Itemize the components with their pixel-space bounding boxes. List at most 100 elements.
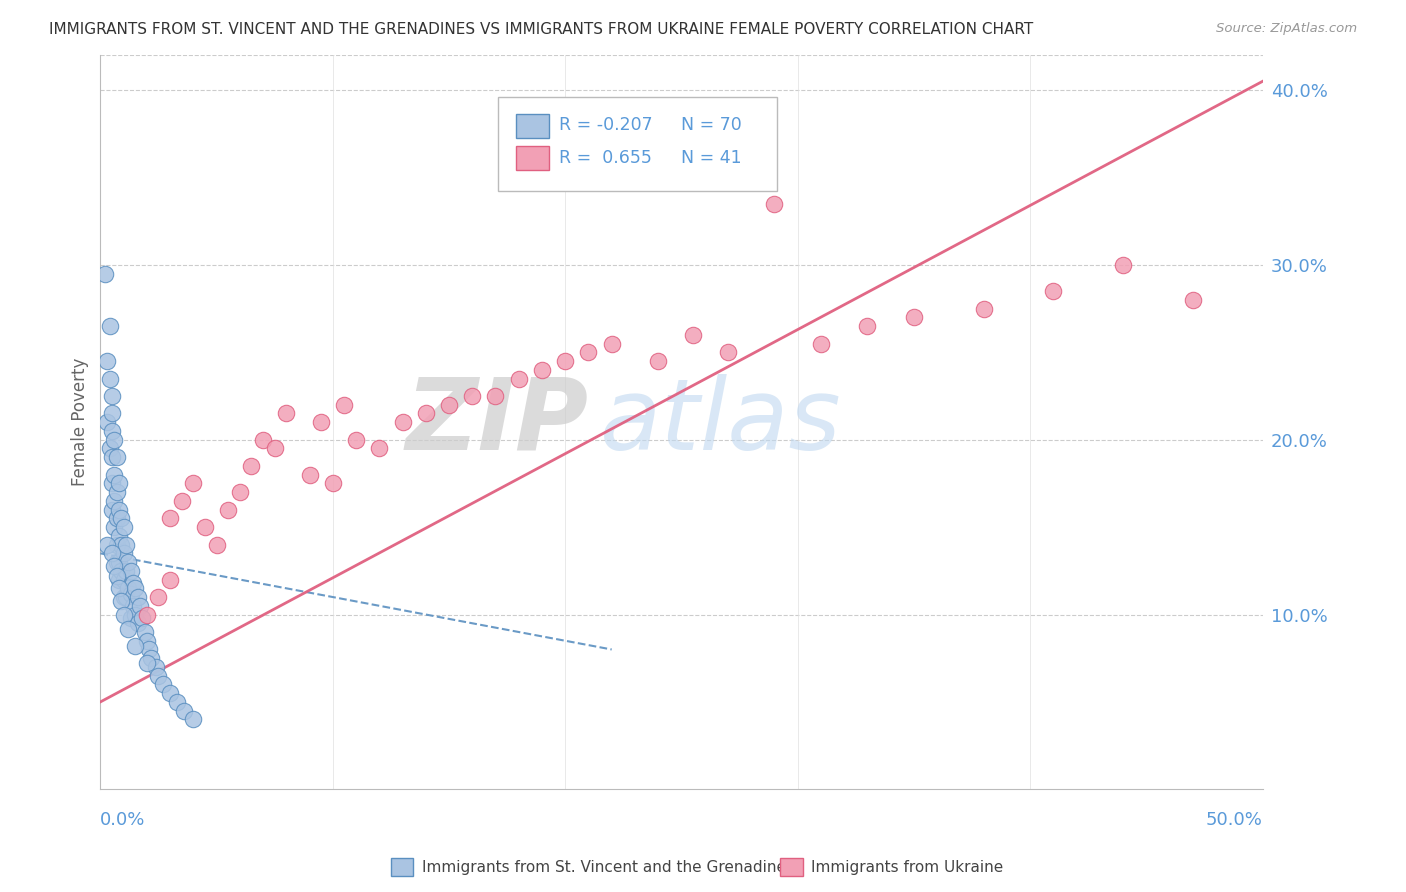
Text: 50.0%: 50.0% [1206,812,1263,830]
Point [173,704,195,718]
Text: Immigrants from Ukraine: Immigrants from Ukraine [811,861,1004,875]
Point [181,476,204,491]
Point [110,564,132,578]
Point [101,407,124,421]
Point [124,639,146,653]
Point [135,633,157,648]
Point [217,502,239,516]
Point [96,354,118,368]
Text: R = -0.207: R = -0.207 [560,116,652,134]
Point [122,599,145,613]
Text: atlas: atlas [600,374,842,471]
Point [112,573,135,587]
Point [578,345,600,359]
Point [108,529,131,543]
Point [127,616,149,631]
Point [810,336,832,351]
Point [101,546,124,560]
Point [647,354,669,368]
Point [682,327,704,342]
Point [600,336,623,351]
Point [120,611,142,625]
Point [108,555,131,569]
Point [159,573,181,587]
FancyBboxPatch shape [516,146,548,170]
Point [105,450,128,465]
Point [110,593,132,607]
Y-axis label: Female Poverty: Female Poverty [72,358,89,486]
Point [1042,284,1064,298]
Point [252,433,274,447]
Point [159,686,181,700]
Point [124,607,146,622]
Point [98,371,121,385]
Point [112,607,135,622]
Point [110,538,132,552]
Point [461,389,484,403]
Point [170,494,193,508]
Point [105,555,128,569]
Point [120,564,142,578]
Text: Immigrants from St. Vincent and the Grenadines: Immigrants from St. Vincent and the Gren… [422,861,794,875]
Point [240,458,263,473]
Point [903,310,925,325]
Point [135,607,157,622]
Point [120,586,142,600]
Point [112,520,135,534]
Point [391,415,413,429]
Point [131,611,153,625]
Point [101,450,124,465]
Point [117,622,139,636]
Point [309,415,332,429]
Point [98,319,121,334]
Point [112,546,135,560]
Point [276,407,298,421]
FancyBboxPatch shape [516,114,548,138]
Point [437,398,460,412]
Point [96,538,118,552]
Point [530,363,553,377]
Point [973,301,995,316]
Point [101,502,124,516]
Text: Source: ZipAtlas.com: Source: ZipAtlas.com [1216,22,1357,36]
Point [194,520,217,534]
Text: 0.0%: 0.0% [100,812,146,830]
FancyBboxPatch shape [498,97,776,191]
Point [103,558,125,573]
Point [128,599,150,613]
Point [103,433,125,447]
Point [101,476,124,491]
Point [98,442,121,456]
Point [134,625,156,640]
Point [108,476,131,491]
Point [508,371,530,385]
Point [110,511,132,525]
Point [94,267,117,281]
Point [415,407,437,421]
Point [344,433,367,447]
Point [205,538,228,552]
Point [112,590,135,604]
Point [148,669,170,683]
Point [717,345,740,359]
Point [122,576,145,591]
Point [554,354,576,368]
Text: N = 70: N = 70 [682,116,742,134]
Point [105,569,128,583]
Text: ZIP: ZIP [405,374,589,471]
Point [856,319,879,334]
Point [229,485,252,500]
Point [103,467,125,482]
Point [103,494,125,508]
Text: N = 41: N = 41 [682,149,742,167]
Point [105,511,128,525]
Point [138,642,160,657]
Point [763,196,786,211]
Point [108,582,131,596]
Text: IMMIGRANTS FROM ST. VINCENT AND THE GRENADINES VS IMMIGRANTS FROM UKRAINE FEMALE: IMMIGRANTS FROM ST. VINCENT AND THE GREN… [49,22,1033,37]
Point [115,538,138,552]
Point [117,555,139,569]
Point [333,398,356,412]
Point [1181,293,1204,307]
Point [368,442,391,456]
